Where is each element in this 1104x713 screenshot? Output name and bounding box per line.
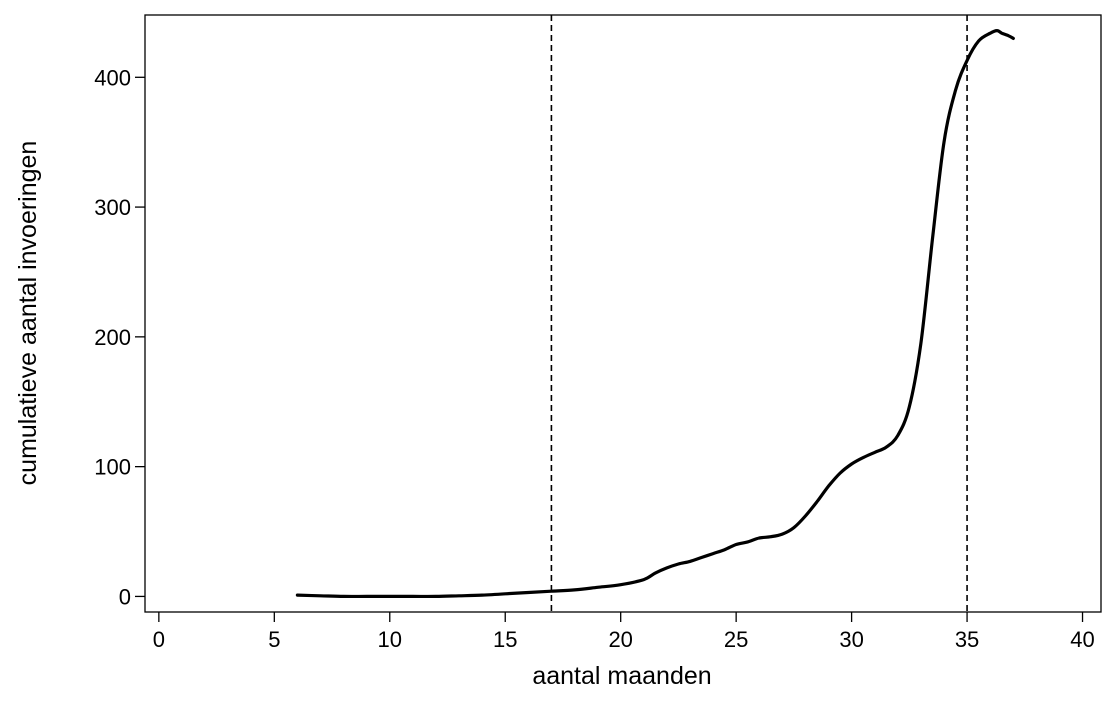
series-line	[295, 29, 1015, 599]
y-tick-label: 100	[94, 455, 131, 480]
plot-area-frame	[144, 14, 1102, 613]
y-tick-label: 400	[94, 65, 131, 90]
y-axis-title: cumulatieve aantal invoeringen	[14, 141, 42, 486]
y-tick-label: 0	[119, 584, 131, 609]
x-tick-label: 25	[724, 627, 748, 652]
series-group	[295, 29, 1015, 599]
x-tick-label: 15	[493, 627, 517, 652]
y-tick-label: 300	[94, 195, 131, 220]
x-tick-label: 30	[839, 627, 863, 652]
x-axis: 0 5 10 15 20 25 30 35 40	[153, 612, 1095, 652]
x-axis-title: aantal maanden	[532, 662, 711, 690]
reference-lines	[550, 15, 968, 612]
x-tick-label: 5	[268, 627, 280, 652]
y-tick-label: 200	[94, 325, 131, 350]
x-tick-label: 0	[153, 627, 165, 652]
x-tick-label: 40	[1070, 627, 1094, 652]
x-tick-label: 20	[608, 627, 632, 652]
x-tick-label: 10	[378, 627, 402, 652]
x-tick-label: 35	[955, 627, 979, 652]
y-axis: 0 100 200 300 400	[94, 65, 145, 609]
